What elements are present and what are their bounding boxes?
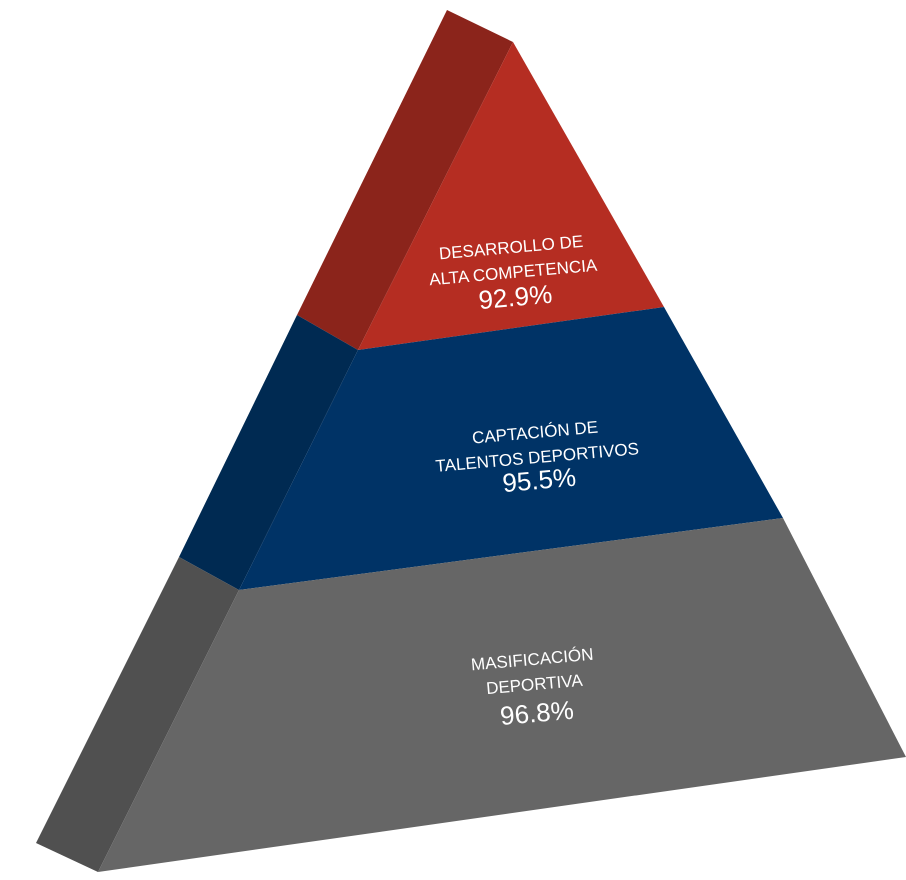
pyramid-level-bottom (36, 518, 906, 872)
level-bottom-value: 96.8% (499, 695, 575, 731)
level-top-side-face (297, 10, 513, 350)
level-bottom-front-face (98, 518, 906, 872)
pyramid-level-middle (179, 307, 783, 590)
level-middle-front-face (239, 307, 783, 590)
level-top-value: 92.9% (477, 279, 553, 315)
level-bottom-labels: MASIFICACIÓN DEPORTIVA 96.8% (470, 645, 594, 731)
level-middle-side-face (179, 315, 358, 590)
level-top-front-face (358, 42, 664, 350)
level-bottom-side-face (36, 557, 239, 872)
level-middle-value: 95.5% (501, 462, 577, 498)
pyramid-level-top (297, 10, 664, 350)
